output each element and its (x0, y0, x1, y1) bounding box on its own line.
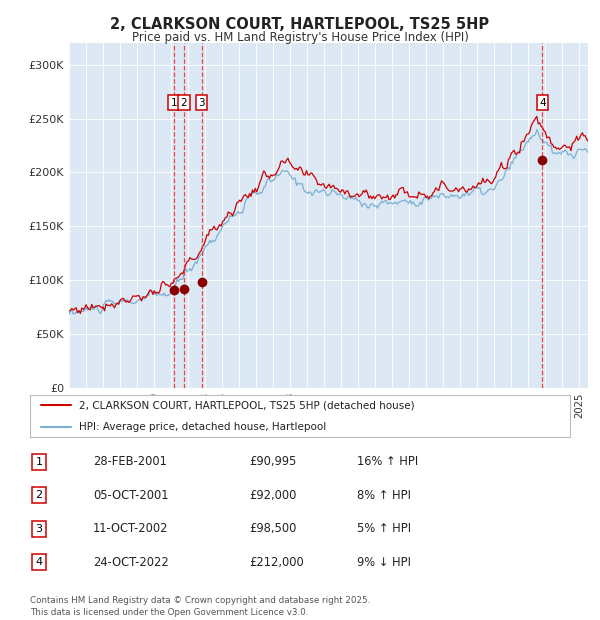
Text: 2: 2 (181, 97, 187, 107)
Text: 3: 3 (198, 97, 205, 107)
Text: £212,000: £212,000 (249, 556, 304, 569)
Text: 2, CLARKSON COURT, HARTLEPOOL, TS25 5HP (detached house): 2, CLARKSON COURT, HARTLEPOOL, TS25 5HP … (79, 401, 414, 410)
Text: £98,500: £98,500 (249, 523, 296, 535)
Text: 1: 1 (170, 97, 177, 107)
Text: 28-FEB-2001: 28-FEB-2001 (93, 456, 167, 468)
Text: Price paid vs. HM Land Registry's House Price Index (HPI): Price paid vs. HM Land Registry's House … (131, 31, 469, 43)
Text: 1: 1 (35, 457, 43, 467)
Text: 2, CLARKSON COURT, HARTLEPOOL, TS25 5HP: 2, CLARKSON COURT, HARTLEPOOL, TS25 5HP (110, 17, 490, 32)
Text: 5% ↑ HPI: 5% ↑ HPI (357, 523, 411, 535)
Text: Contains HM Land Registry data © Crown copyright and database right 2025.
This d: Contains HM Land Registry data © Crown c… (30, 596, 370, 617)
Text: 05-OCT-2001: 05-OCT-2001 (93, 489, 169, 502)
Text: 3: 3 (35, 524, 43, 534)
Text: 24-OCT-2022: 24-OCT-2022 (93, 556, 169, 569)
Text: 2: 2 (35, 490, 43, 500)
Text: £92,000: £92,000 (249, 489, 296, 502)
Text: 11-OCT-2002: 11-OCT-2002 (93, 523, 169, 535)
Text: 8% ↑ HPI: 8% ↑ HPI (357, 489, 411, 502)
Text: 4: 4 (539, 97, 546, 107)
Text: 4: 4 (35, 557, 43, 567)
Text: £90,995: £90,995 (249, 456, 296, 468)
Text: 16% ↑ HPI: 16% ↑ HPI (357, 456, 418, 468)
Text: HPI: Average price, detached house, Hartlepool: HPI: Average price, detached house, Hart… (79, 422, 326, 432)
Text: 9% ↓ HPI: 9% ↓ HPI (357, 556, 411, 569)
